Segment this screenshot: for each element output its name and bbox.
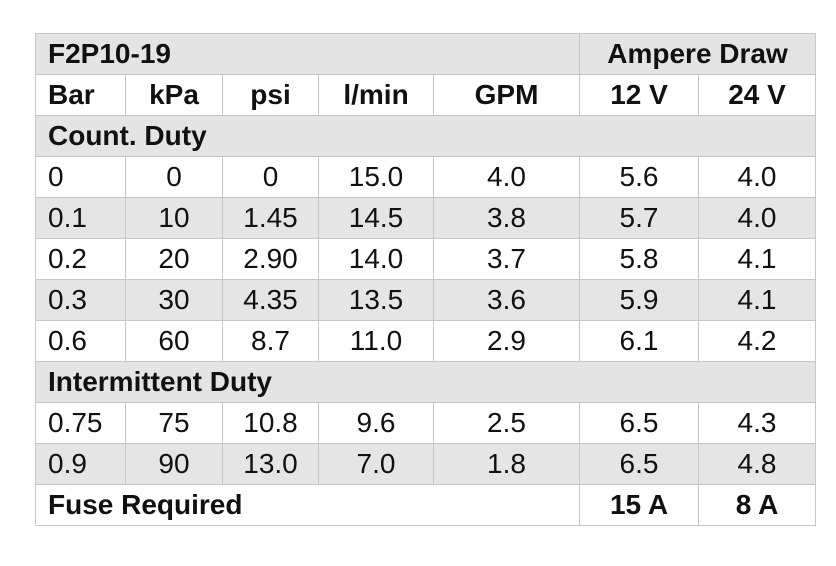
column-header-row: Bar kPa psi l/min GPM 12 V 24 V: [35, 74, 817, 116]
table-cell: 9.6: [318, 402, 434, 444]
table-cell: 14.0: [318, 238, 434, 280]
table-cell: 6.1: [579, 320, 700, 362]
table-cell: 75: [125, 402, 223, 444]
table-row: 0.2 20 2.90 14.0 3.7 5.8 4.1: [35, 238, 817, 280]
table-cell: 8.7: [222, 320, 319, 362]
table-cell: 0: [35, 156, 126, 198]
table-row: 0.75 75 10.8 9.6 2.5 6.5 4.3: [35, 402, 817, 444]
table-cell: 13.5: [318, 279, 434, 321]
table-cell: 4.0: [432, 156, 581, 198]
table-cell: 6.5: [579, 402, 700, 444]
table-cell: 3.7: [432, 238, 581, 280]
col-header-psi: psi: [222, 74, 319, 116]
table-row: 0.1 10 1.45 14.5 3.8 5.7 4.0: [35, 197, 817, 239]
col-header-12v: 12 V: [579, 74, 700, 116]
table-cell: 60: [125, 320, 223, 362]
col-header-lmin: l/min: [318, 74, 434, 116]
table-cell: 0: [222, 156, 319, 198]
col-header-bar: Bar: [35, 74, 126, 116]
table-cell: 5.6: [579, 156, 700, 198]
table-cell: 0.9: [35, 443, 126, 485]
section-header-count-duty: Count. Duty: [34, 115, 817, 157]
fuse-required-label: Fuse Required: [34, 484, 581, 526]
ampere-draw-header: Ampere Draw: [579, 33, 817, 75]
table-cell: 7.0: [318, 443, 434, 485]
table-cell: 14.5: [318, 197, 434, 239]
table-cell: 0.3: [35, 279, 126, 321]
table-cell: 10: [125, 197, 223, 239]
table-row: 0.9 90 13.0 7.0 1.8 6.5 4.8: [35, 443, 817, 485]
title-row: F2P10-19 Ampere Draw: [34, 33, 817, 75]
table-cell: 5.9: [579, 279, 700, 321]
table-cell: 4.8: [698, 443, 817, 485]
table-cell: 20: [125, 238, 223, 280]
section-label: Intermittent Duty: [34, 361, 817, 403]
table-row: 0.6 60 8.7 11.0 2.9 6.1 4.2: [35, 320, 817, 362]
table-cell: 4.1: [698, 238, 817, 280]
table-cell: 3.6: [432, 279, 581, 321]
table-cell: 0.2: [35, 238, 126, 280]
table-cell: 0.75: [35, 402, 126, 444]
col-header-24v: 24 V: [698, 74, 817, 116]
section-header-intermittent-duty: Intermittent Duty: [34, 361, 817, 403]
table-cell: 0.1: [35, 197, 126, 239]
table-cell: 2.9: [432, 320, 581, 362]
fuse-row: Fuse Required 15 A 8 A: [34, 484, 817, 526]
table-cell: 2.90: [222, 238, 319, 280]
table-cell: 1.45: [222, 197, 319, 239]
table-cell: 1.8: [432, 443, 581, 485]
table-cell: 4.0: [698, 197, 817, 239]
table-cell: 6.5: [579, 443, 700, 485]
table-cell: 4.0: [698, 156, 817, 198]
table-cell: 30: [125, 279, 223, 321]
table-cell: 4.2: [698, 320, 817, 362]
fuse-24v-value: 8 A: [698, 484, 817, 526]
table-row: 0.3 30 4.35 13.5 3.6 5.9 4.1: [35, 279, 817, 321]
table-cell: 0: [125, 156, 223, 198]
table-cell: 2.5: [432, 402, 581, 444]
spec-table: F2P10-19 Ampere Draw Bar kPa psi l/min G…: [34, 33, 817, 526]
table-row: 0 0 0 15.0 4.0 5.6 4.0: [35, 156, 817, 198]
table-cell: 0.6: [35, 320, 126, 362]
table-cell: 13.0: [222, 443, 319, 485]
fuse-12v-value: 15 A: [579, 484, 700, 526]
section-label: Count. Duty: [34, 115, 817, 157]
table-cell: 10.8: [222, 402, 319, 444]
table-cell: 15.0: [318, 156, 434, 198]
table-cell: 90: [125, 443, 223, 485]
table-cell: 4.35: [222, 279, 319, 321]
table-cell: 5.8: [579, 238, 700, 280]
col-header-gpm: GPM: [432, 74, 581, 116]
table-cell: 4.3: [698, 402, 817, 444]
col-header-kpa: kPa: [125, 74, 223, 116]
table-cell: 4.1: [698, 279, 817, 321]
model-title: F2P10-19: [34, 33, 581, 75]
table-cell: 3.8: [432, 197, 581, 239]
table-cell: 11.0: [318, 320, 434, 362]
table-cell: 5.7: [579, 197, 700, 239]
